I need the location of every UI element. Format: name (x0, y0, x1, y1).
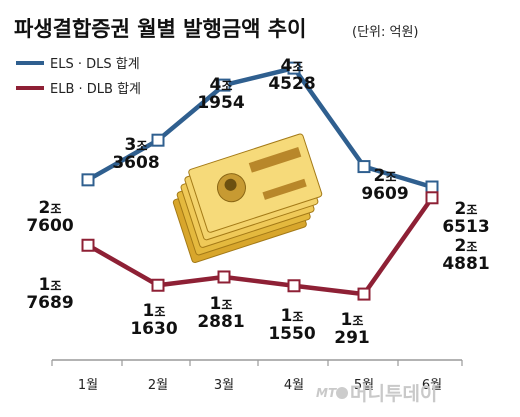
series-1-point-5 (425, 191, 439, 205)
series-0-point-5 (425, 180, 439, 194)
series-0-point-0 (81, 173, 95, 187)
data-label-value-1-2: 2881 (197, 312, 244, 332)
x-tick-label-3: 4월 (284, 378, 304, 393)
data-label-jo-0-5: 2조 (455, 199, 478, 219)
data-labels: 2조76003조36084조19544조45282조96092조65131조76… (26, 56, 489, 348)
legend-label-series-0: ELS · DLS 합계 (50, 57, 140, 72)
data-label-value-1-3: 1550 (268, 324, 315, 344)
series-0-point-4 (357, 160, 371, 174)
series-line-0 (86, 65, 433, 190)
data-label-value-0-4: 9609 (361, 184, 408, 204)
x-axis-tick-labels: 1월 2월 3월 4월 5월 6월 (78, 378, 442, 393)
data-label-value-0-0: 7600 (26, 216, 73, 236)
x-tick-label-4: 5월 (354, 378, 374, 393)
watermark-text: 머니투데이 (350, 383, 437, 405)
banknotes-illustration (172, 133, 323, 263)
data-label-jo-1-5: 2조 (455, 236, 478, 256)
series-0-point-2 (217, 78, 231, 92)
x-tick-label-2: 3월 (214, 378, 234, 393)
chart-title: 파생결합증권 월별 발행금액 추이 (14, 17, 306, 41)
data-label-value-0-2: 1954 (197, 93, 244, 113)
data-label-value-0-3: 4528 (268, 74, 315, 94)
series-0-point-3 (287, 61, 301, 75)
x-tick-label-1: 2월 (148, 378, 168, 393)
series-1-point-1 (151, 278, 165, 292)
data-label-jo-0-2: 4조 (210, 75, 233, 95)
data-label-value-1-1: 1630 (130, 319, 177, 339)
x-axis-ticks (51, 360, 463, 366)
data-label-value-0-5: 6513 (442, 217, 489, 237)
x-tick-label-5: 6월 (422, 378, 442, 393)
data-label-jo-0-3: 4조 (281, 56, 304, 76)
series-1-point-3 (287, 279, 301, 293)
watermark-logo-icon (336, 387, 348, 399)
data-label-value-1-4: 291 (334, 328, 370, 348)
series-1-point-4 (357, 287, 371, 301)
series-markers (81, 61, 439, 301)
data-label-value-1-5: 4881 (442, 254, 489, 274)
series-0-point-1 (151, 133, 165, 147)
data-label-jo-1-2: 1조 (210, 294, 233, 314)
data-label-jo-0-4: 2조 (374, 166, 397, 186)
data-label-jo-1-1: 1조 (143, 301, 166, 321)
series-1-point-0 (81, 238, 95, 252)
data-label-jo-0-0: 2조 (39, 198, 62, 218)
watermark-prefix: MT (316, 386, 337, 400)
data-label-jo-1-0: 1조 (39, 275, 62, 295)
series-lines (86, 65, 434, 297)
series-line-1 (86, 196, 434, 297)
series-1-point-2 (217, 270, 231, 284)
data-label-jo-1-3: 1조 (281, 306, 304, 326)
x-tick-label-0: 1월 (78, 378, 98, 393)
data-label-value-0-1: 3608 (112, 153, 159, 173)
data-label-value-1-0: 7689 (26, 293, 73, 313)
legend-label-series-1: ELB · DLB 합계 (50, 82, 141, 97)
data-label-jo-1-4: 1조 (341, 310, 364, 330)
unit-label: (단위: 억원) (352, 25, 419, 40)
data-label-jo-0-1: 3조 (125, 135, 148, 155)
